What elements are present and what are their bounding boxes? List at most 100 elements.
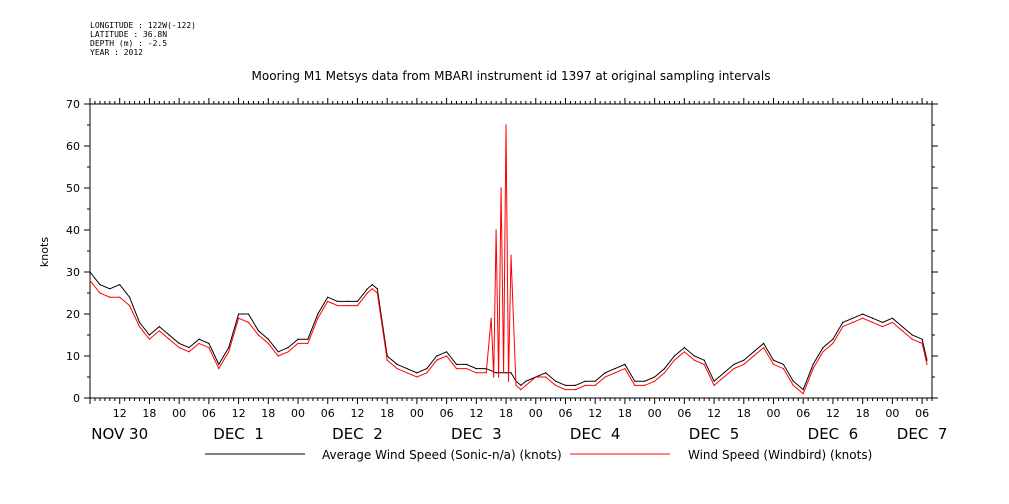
x-hour-label: 00 <box>172 407 186 420</box>
data-point-series-2 <box>178 347 180 349</box>
data-point-series-2 <box>772 363 775 365</box>
data-point-series-1 <box>148 334 150 336</box>
data-point-series-1 <box>782 363 785 365</box>
data-point-series-1 <box>287 347 289 349</box>
data-point-series-2 <box>713 384 715 386</box>
data-point-series-2 <box>862 317 864 319</box>
data-point-series-1 <box>277 351 279 353</box>
x-hour-label: 18 <box>380 407 394 420</box>
data-point-series-1 <box>89 271 91 273</box>
data-point-series-2 <box>327 300 329 302</box>
data-point-series-2 <box>654 380 656 382</box>
x-hour-label: 18 <box>499 407 513 420</box>
data-point-series-2 <box>574 389 577 391</box>
data-point-series-2 <box>901 330 903 332</box>
x-hour-label: 00 <box>291 407 305 420</box>
data-point-series-1 <box>763 342 765 344</box>
data-point-series-2 <box>396 368 398 370</box>
data-point-series-1 <box>822 347 824 349</box>
data-point-series-2 <box>371 288 373 290</box>
data-point-series-1 <box>475 368 477 370</box>
data-point-series-1 <box>555 380 557 382</box>
series-layer <box>89 124 928 395</box>
x-hour-label: 12 <box>469 407 483 420</box>
data-point-series-2 <box>921 342 923 344</box>
x-hour-label: 06 <box>440 407 454 420</box>
data-point-series-2 <box>802 393 804 395</box>
x-hour-label: 06 <box>677 407 691 420</box>
data-point-series-2 <box>129 305 131 307</box>
legend: Average Wind Speed (Sonic-n/a) (knots) W… <box>205 448 872 462</box>
data-point-series-2 <box>317 317 319 319</box>
data-point-series-2 <box>426 372 428 374</box>
data-point-series-1 <box>119 284 121 286</box>
data-point-series-1 <box>446 351 448 353</box>
data-point-series-2 <box>287 351 289 353</box>
data-point-series-2 <box>673 359 676 361</box>
data-point-series-2 <box>507 380 510 382</box>
data-point-series-1 <box>891 317 894 319</box>
data-point-series-1 <box>842 321 844 323</box>
x-hour-label: 06 <box>558 407 572 420</box>
data-point-series-1 <box>455 363 458 365</box>
data-point-series-2 <box>475 372 477 374</box>
data-point-series-1 <box>218 363 220 365</box>
data-point-series-2 <box>733 368 735 370</box>
data-point-series-1 <box>525 380 527 382</box>
data-point-series-2 <box>644 384 646 386</box>
x-day-label: DEC 2 <box>332 425 383 443</box>
x-axis: 12 18 00 06 12 18 00 06 12 18 00 06 12 18 00 06 12 18 00 06… <box>89 98 948 443</box>
data-point-series-1 <box>327 296 329 298</box>
data-point-series-2 <box>416 376 418 378</box>
longitude-label: LONGITUDE : 122W(-122) <box>90 21 196 30</box>
x-hour-label: 18 <box>618 407 632 420</box>
data-point-series-2 <box>911 338 913 340</box>
x-hour-label: 18 <box>856 407 870 420</box>
data-point-series-2 <box>267 342 269 344</box>
data-point-series-2 <box>812 368 814 370</box>
data-point-series-1 <box>574 384 577 386</box>
data-point-series-2 <box>703 363 705 365</box>
data-point-series-1 <box>158 326 160 328</box>
data-point-series-1 <box>743 359 745 361</box>
data-point-series-2 <box>743 363 745 365</box>
data-point-series-2 <box>604 376 606 378</box>
data-point-series-1 <box>356 300 359 302</box>
legend-label-series-1: Average Wind Speed (Sonic-n/a) (knots) <box>322 448 562 462</box>
data-point-series-2 <box>228 351 230 353</box>
data-point-series-2 <box>520 389 522 391</box>
data-point-series-2 <box>683 351 686 353</box>
data-point-series-1 <box>911 334 913 336</box>
depth-label: DEPTH (m) : -2.5 <box>90 39 168 48</box>
x-hour-label: 00 <box>410 407 424 420</box>
x-hour-label: 06 <box>915 407 929 420</box>
x-hour-label: 06 <box>796 407 810 420</box>
data-point-series-2 <box>168 338 170 340</box>
data-point-series-1 <box>683 347 686 349</box>
x-day-label: DEC 7 <box>897 425 948 443</box>
data-point-series-2 <box>782 368 785 370</box>
data-point-series-2 <box>503 372 505 374</box>
x-hour-label: 12 <box>232 407 246 420</box>
x-day-label: DEC 6 <box>808 425 859 443</box>
data-point-series-2 <box>138 326 141 328</box>
data-point-series-1 <box>693 355 695 357</box>
data-point-series-1 <box>465 363 467 365</box>
data-point-series-2 <box>495 229 497 231</box>
x-hour-label: 12 <box>826 407 840 420</box>
data-point-series-1 <box>307 338 309 340</box>
data-point-series-1 <box>772 359 775 361</box>
x-day-label: DEC 4 <box>570 425 621 443</box>
data-point-series-1 <box>832 338 834 340</box>
data-point-series-2 <box>693 359 695 361</box>
data-point-series-1 <box>654 376 656 378</box>
data-point-series-1 <box>862 313 864 315</box>
data-point-series-1 <box>109 288 111 290</box>
data-point-series-2 <box>158 330 160 332</box>
y-axis-label: knots <box>38 237 51 267</box>
data-point-series-1 <box>604 372 606 374</box>
data-point-series-1 <box>178 342 180 344</box>
data-point-series-1 <box>792 380 794 382</box>
data-point-series-1 <box>371 284 373 286</box>
legend-label-series-2: Wind Speed (Windbird) (knots) <box>688 448 872 462</box>
